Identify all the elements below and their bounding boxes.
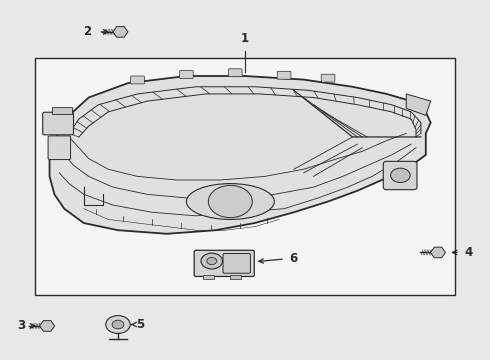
FancyBboxPatch shape <box>228 69 242 77</box>
FancyBboxPatch shape <box>383 161 417 190</box>
FancyBboxPatch shape <box>277 71 291 79</box>
FancyBboxPatch shape <box>43 112 74 135</box>
FancyBboxPatch shape <box>131 76 145 84</box>
Text: 6: 6 <box>290 252 298 265</box>
Bar <box>35 58 455 295</box>
Circle shape <box>207 257 217 265</box>
Polygon shape <box>431 247 445 258</box>
Text: 1: 1 <box>241 32 249 45</box>
Polygon shape <box>49 76 431 234</box>
Text: 4: 4 <box>465 246 473 259</box>
FancyBboxPatch shape <box>48 136 71 159</box>
FancyBboxPatch shape <box>321 74 335 82</box>
FancyBboxPatch shape <box>194 250 254 276</box>
Bar <box>203 275 214 279</box>
Circle shape <box>201 253 222 269</box>
Text: 2: 2 <box>84 26 92 39</box>
Circle shape <box>106 316 130 333</box>
Text: 3: 3 <box>17 319 25 332</box>
Polygon shape <box>40 321 54 331</box>
Circle shape <box>112 320 124 329</box>
Circle shape <box>208 185 252 218</box>
Circle shape <box>391 168 410 183</box>
FancyBboxPatch shape <box>223 253 250 273</box>
Bar <box>230 275 241 279</box>
Polygon shape <box>113 27 128 37</box>
Polygon shape <box>406 94 431 116</box>
Bar <box>52 107 72 114</box>
Text: 5: 5 <box>136 318 144 331</box>
Ellipse shape <box>186 184 274 220</box>
FancyBboxPatch shape <box>179 71 193 78</box>
